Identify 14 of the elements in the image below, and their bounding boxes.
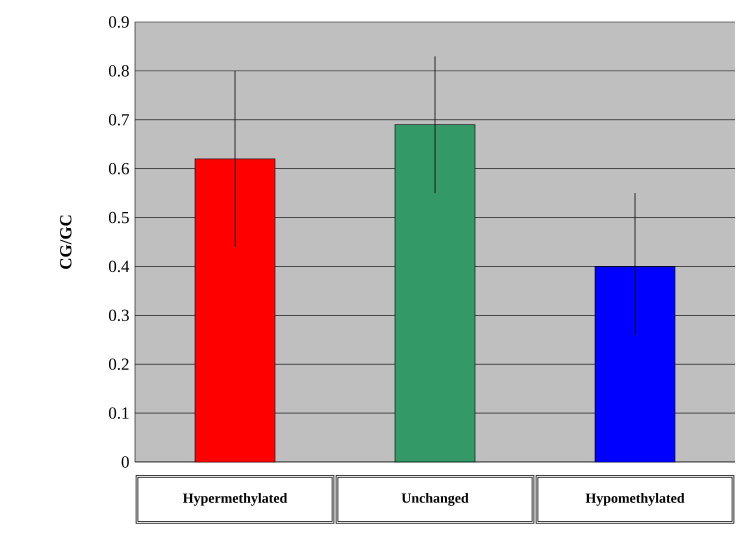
y-tick-label: 0.3 [108, 310, 129, 322]
y-tick-label: 0.4 [108, 260, 130, 272]
y-tick-label: 0.5 [108, 212, 129, 224]
y-axis-title: CG/GC [60, 216, 72, 269]
y-tick-label: 0 [122, 456, 129, 468]
x-tick-label: Unchanged [402, 492, 469, 506]
y-tick-label: 0.9 [108, 16, 129, 28]
y-tick-label: 0.2 [108, 358, 129, 370]
x-tick-label: Hypermethylated [182, 493, 288, 506]
y-tick-label: 0.6 [108, 162, 129, 174]
y-tick-label: 0.8 [108, 65, 129, 77]
x-tick-label: Hypomethylated [586, 493, 684, 506]
y-tick-label: 0.1 [108, 407, 128, 419]
y-tick-label: 0.7 [108, 114, 130, 126]
